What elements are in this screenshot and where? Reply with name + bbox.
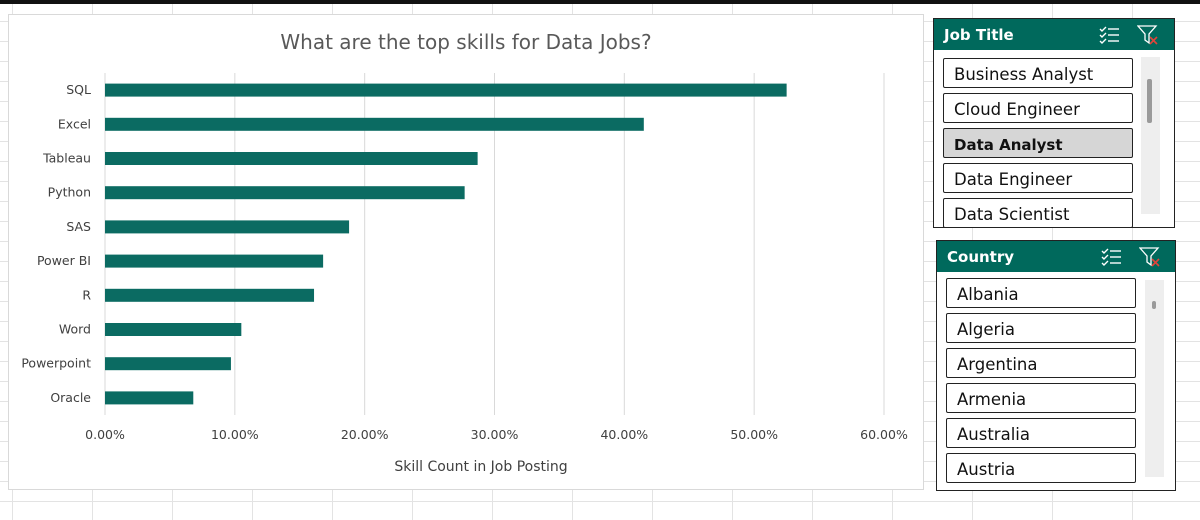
category-labels: SQL Excel Tableau Python SAS Power BI R Word Pow… bbox=[21, 82, 91, 405]
bar-excel[interactable] bbox=[105, 117, 644, 131]
country-slicer-header: Country bbox=[937, 241, 1175, 272]
category-label: Powerpoint bbox=[21, 356, 91, 371]
slicer-item-algeria[interactable]: Algeria bbox=[946, 313, 1136, 343]
slicer-item-australia[interactable]: Australia bbox=[946, 418, 1136, 448]
x-tick-label: 50.00% bbox=[730, 427, 778, 442]
multiselect-icon[interactable] bbox=[1100, 246, 1122, 268]
bar-tableau[interactable] bbox=[105, 152, 478, 165]
job-title-slicer-title: Job Title bbox=[944, 26, 1014, 44]
job-title-slicer-list[interactable]: Business Analyst Cloud Engineer Data Ana… bbox=[934, 50, 1174, 227]
category-label: Tableau bbox=[42, 151, 91, 166]
slicer-item-business-analyst[interactable]: Business Analyst bbox=[943, 58, 1133, 88]
chart-svg: What are the top skills for Data Jobs? S… bbox=[21, 30, 908, 475]
slicer-item-data-scientist[interactable]: Data Scientist bbox=[943, 198, 1133, 227]
x-tick-label: 20.00% bbox=[341, 427, 389, 442]
bar-chart[interactable]: What are the top skills for Data Jobs? S… bbox=[8, 14, 924, 490]
x-axis-title: Skill Count in Job Posting bbox=[394, 459, 567, 475]
bar-oracle[interactable] bbox=[105, 391, 194, 405]
job-title-scroll-thumb[interactable] bbox=[1147, 79, 1152, 123]
job-title-slicer[interactable]: Job Title Business Analyst Cloud Enginee… bbox=[933, 18, 1175, 228]
x-tick-label: 40.00% bbox=[600, 427, 648, 442]
slicer-item-albania[interactable]: Albania bbox=[946, 278, 1136, 308]
bar-powerpoint[interactable] bbox=[105, 357, 231, 371]
tick-labels: 0.00% 10.00% 20.00% 30.00% 40.00% 50.00% 60.00… bbox=[85, 427, 908, 442]
bar-word[interactable] bbox=[105, 323, 242, 336]
country-scrollbar[interactable] bbox=[1145, 280, 1164, 477]
category-label: Power BI bbox=[37, 253, 91, 268]
bar-sas[interactable] bbox=[105, 220, 350, 234]
slicer-item-data-analyst[interactable]: Data Analyst bbox=[943, 128, 1133, 158]
chart-title: What are the top skills for Data Jobs? bbox=[280, 30, 651, 54]
bars bbox=[105, 83, 787, 405]
category-label: Word bbox=[59, 322, 91, 337]
slicer-item-cloud-engineer[interactable]: Cloud Engineer bbox=[943, 93, 1133, 123]
category-label: Excel bbox=[58, 116, 91, 131]
category-label: R bbox=[82, 287, 91, 302]
clear-filter-icon[interactable] bbox=[1138, 246, 1161, 268]
x-tick-label: 60.00% bbox=[860, 427, 908, 442]
x-tick-label: 30.00% bbox=[471, 427, 519, 442]
country-slicer[interactable]: Country Albania Algeria Argentina Armeni… bbox=[936, 240, 1176, 491]
category-label: SAS bbox=[66, 219, 91, 234]
bar-python[interactable] bbox=[105, 186, 465, 200]
window-top-border bbox=[0, 0, 1200, 4]
bar-power-bi[interactable] bbox=[105, 254, 324, 268]
bar-r[interactable] bbox=[105, 288, 315, 302]
job-title-slicer-header: Job Title bbox=[934, 19, 1174, 50]
slicer-item-austria[interactable]: Austria bbox=[946, 453, 1136, 483]
multiselect-icon[interactable] bbox=[1098, 24, 1120, 46]
category-label: SQL bbox=[66, 82, 91, 97]
x-tick-label: 10.00% bbox=[211, 427, 259, 442]
category-label: Python bbox=[48, 185, 91, 200]
category-label: Oracle bbox=[50, 390, 91, 405]
slicer-item-armenia[interactable]: Armenia bbox=[946, 383, 1136, 413]
x-tick-label: 0.00% bbox=[85, 427, 125, 442]
country-slicer-list[interactable]: Albania Algeria Argentina Armenia Austra… bbox=[937, 272, 1175, 490]
job-title-scrollbar[interactable] bbox=[1141, 57, 1160, 214]
country-scroll-thumb[interactable] bbox=[1152, 301, 1156, 309]
slicer-item-data-engineer[interactable]: Data Engineer bbox=[943, 163, 1133, 193]
country-slicer-title: Country bbox=[947, 248, 1015, 266]
slicer-item-argentina[interactable]: Argentina bbox=[946, 348, 1136, 378]
bar-sql[interactable] bbox=[105, 83, 787, 97]
clear-filter-icon[interactable] bbox=[1136, 24, 1159, 46]
